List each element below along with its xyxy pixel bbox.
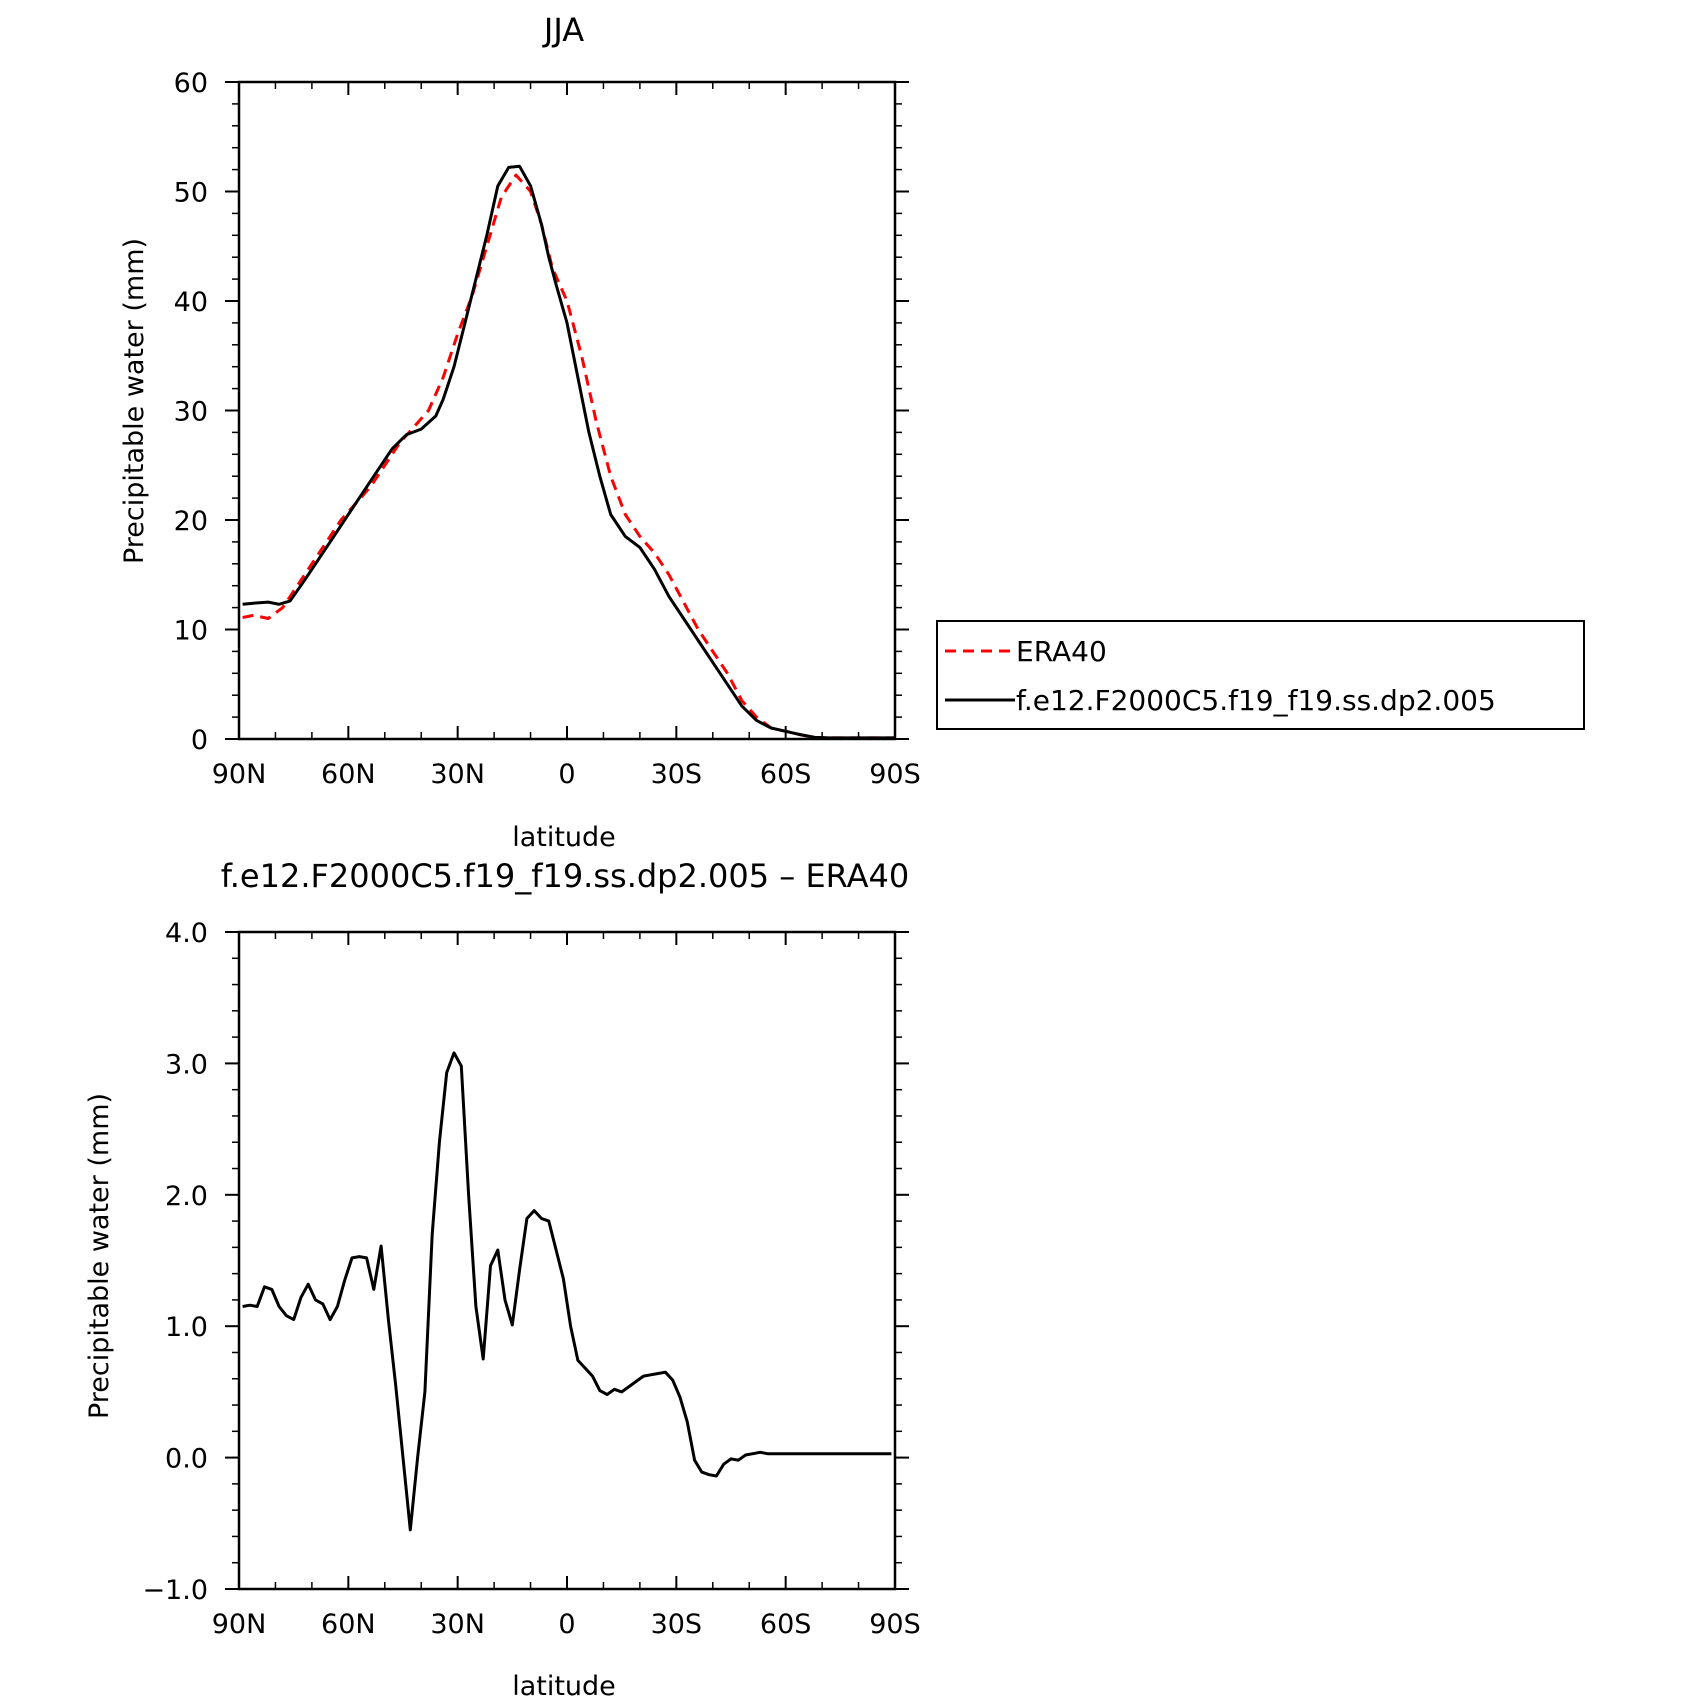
y-tick-label: 0.0: [165, 1444, 208, 1475]
x-tick-label: 60N: [321, 759, 376, 790]
legend: ERA40 f.e12.F2000C5.f19_f19.ss.dp2.005: [936, 620, 1585, 730]
tick-layer: 90N 60N 30N 0 30S 60S 90S −1.0 0.0 1.0 2.0 3.0 4.0: [142, 918, 920, 1640]
y-tick-label: −1.0: [142, 1575, 208, 1606]
y-axis-label: Precipitable water (mm): [84, 1093, 115, 1419]
x-tick-label: 90N: [212, 1609, 267, 1640]
y-tick-label: 30: [174, 397, 208, 428]
x-tick-label: 60S: [760, 759, 812, 790]
series-line-0: [242, 1051, 892, 1532]
chart-difference: f.e12.F2000C5.f19_f19.ss.dp2.005 – ERA40…: [84, 857, 921, 1702]
series-layer: [242, 164, 895, 740]
x-axis-label: latitude: [512, 822, 616, 853]
plot-frame: [237, 80, 897, 741]
x-tick-label: 90S: [869, 1609, 921, 1640]
legend-box: [936, 620, 1585, 730]
x-tick-label: 0: [558, 759, 575, 790]
chart-title: f.e12.F2000C5.f19_f19.ss.dp2.005 – ERA40: [221, 857, 909, 895]
y-tick-label: 10: [174, 616, 208, 647]
x-tick-label: 90N: [212, 759, 267, 790]
y-tick-label: 50: [174, 178, 208, 209]
y-tick-label: 40: [174, 287, 208, 318]
x-axis-label: latitude: [512, 1671, 616, 1702]
x-tick-label: 30S: [651, 759, 703, 790]
y-tick-label: 20: [174, 506, 208, 537]
y-tick-label: 4.0: [165, 918, 208, 949]
series-layer: [242, 1051, 892, 1532]
y-tick-label: 1.0: [165, 1312, 208, 1343]
chart-title: JJA: [542, 11, 584, 49]
series-line-0: [242, 173, 895, 740]
y-tick-label: 0: [191, 725, 208, 756]
x-tick-label: 0: [558, 1609, 575, 1640]
legend-label-model: f.e12.F2000C5.f19_f19.ss.dp2.005: [1016, 684, 1496, 717]
y-axis-label: Precipitable water (mm): [119, 238, 150, 564]
y-tick-label: 60: [174, 68, 208, 99]
tick-layer: 90N 60N 30N 0 30S 60S 90S 0 10 20 30 40 50 60: [174, 68, 921, 790]
x-tick-label: 30S: [651, 1609, 703, 1640]
y-tick-label: 3.0: [165, 1049, 208, 1080]
series-line-1: [242, 164, 895, 740]
chart-jja: JJA latitude Precipitable water (mm) 90N…: [119, 11, 921, 853]
x-tick-label: 30N: [430, 759, 485, 790]
x-tick-label: 60S: [760, 1609, 812, 1640]
x-tick-label: 30N: [430, 1609, 485, 1640]
legend-label-era40: ERA40: [1016, 635, 1107, 668]
x-tick-label: 90S: [869, 759, 921, 790]
y-tick-label: 2.0: [165, 1181, 208, 1212]
plot-frame: [237, 930, 897, 1591]
x-tick-label: 60N: [321, 1609, 376, 1640]
